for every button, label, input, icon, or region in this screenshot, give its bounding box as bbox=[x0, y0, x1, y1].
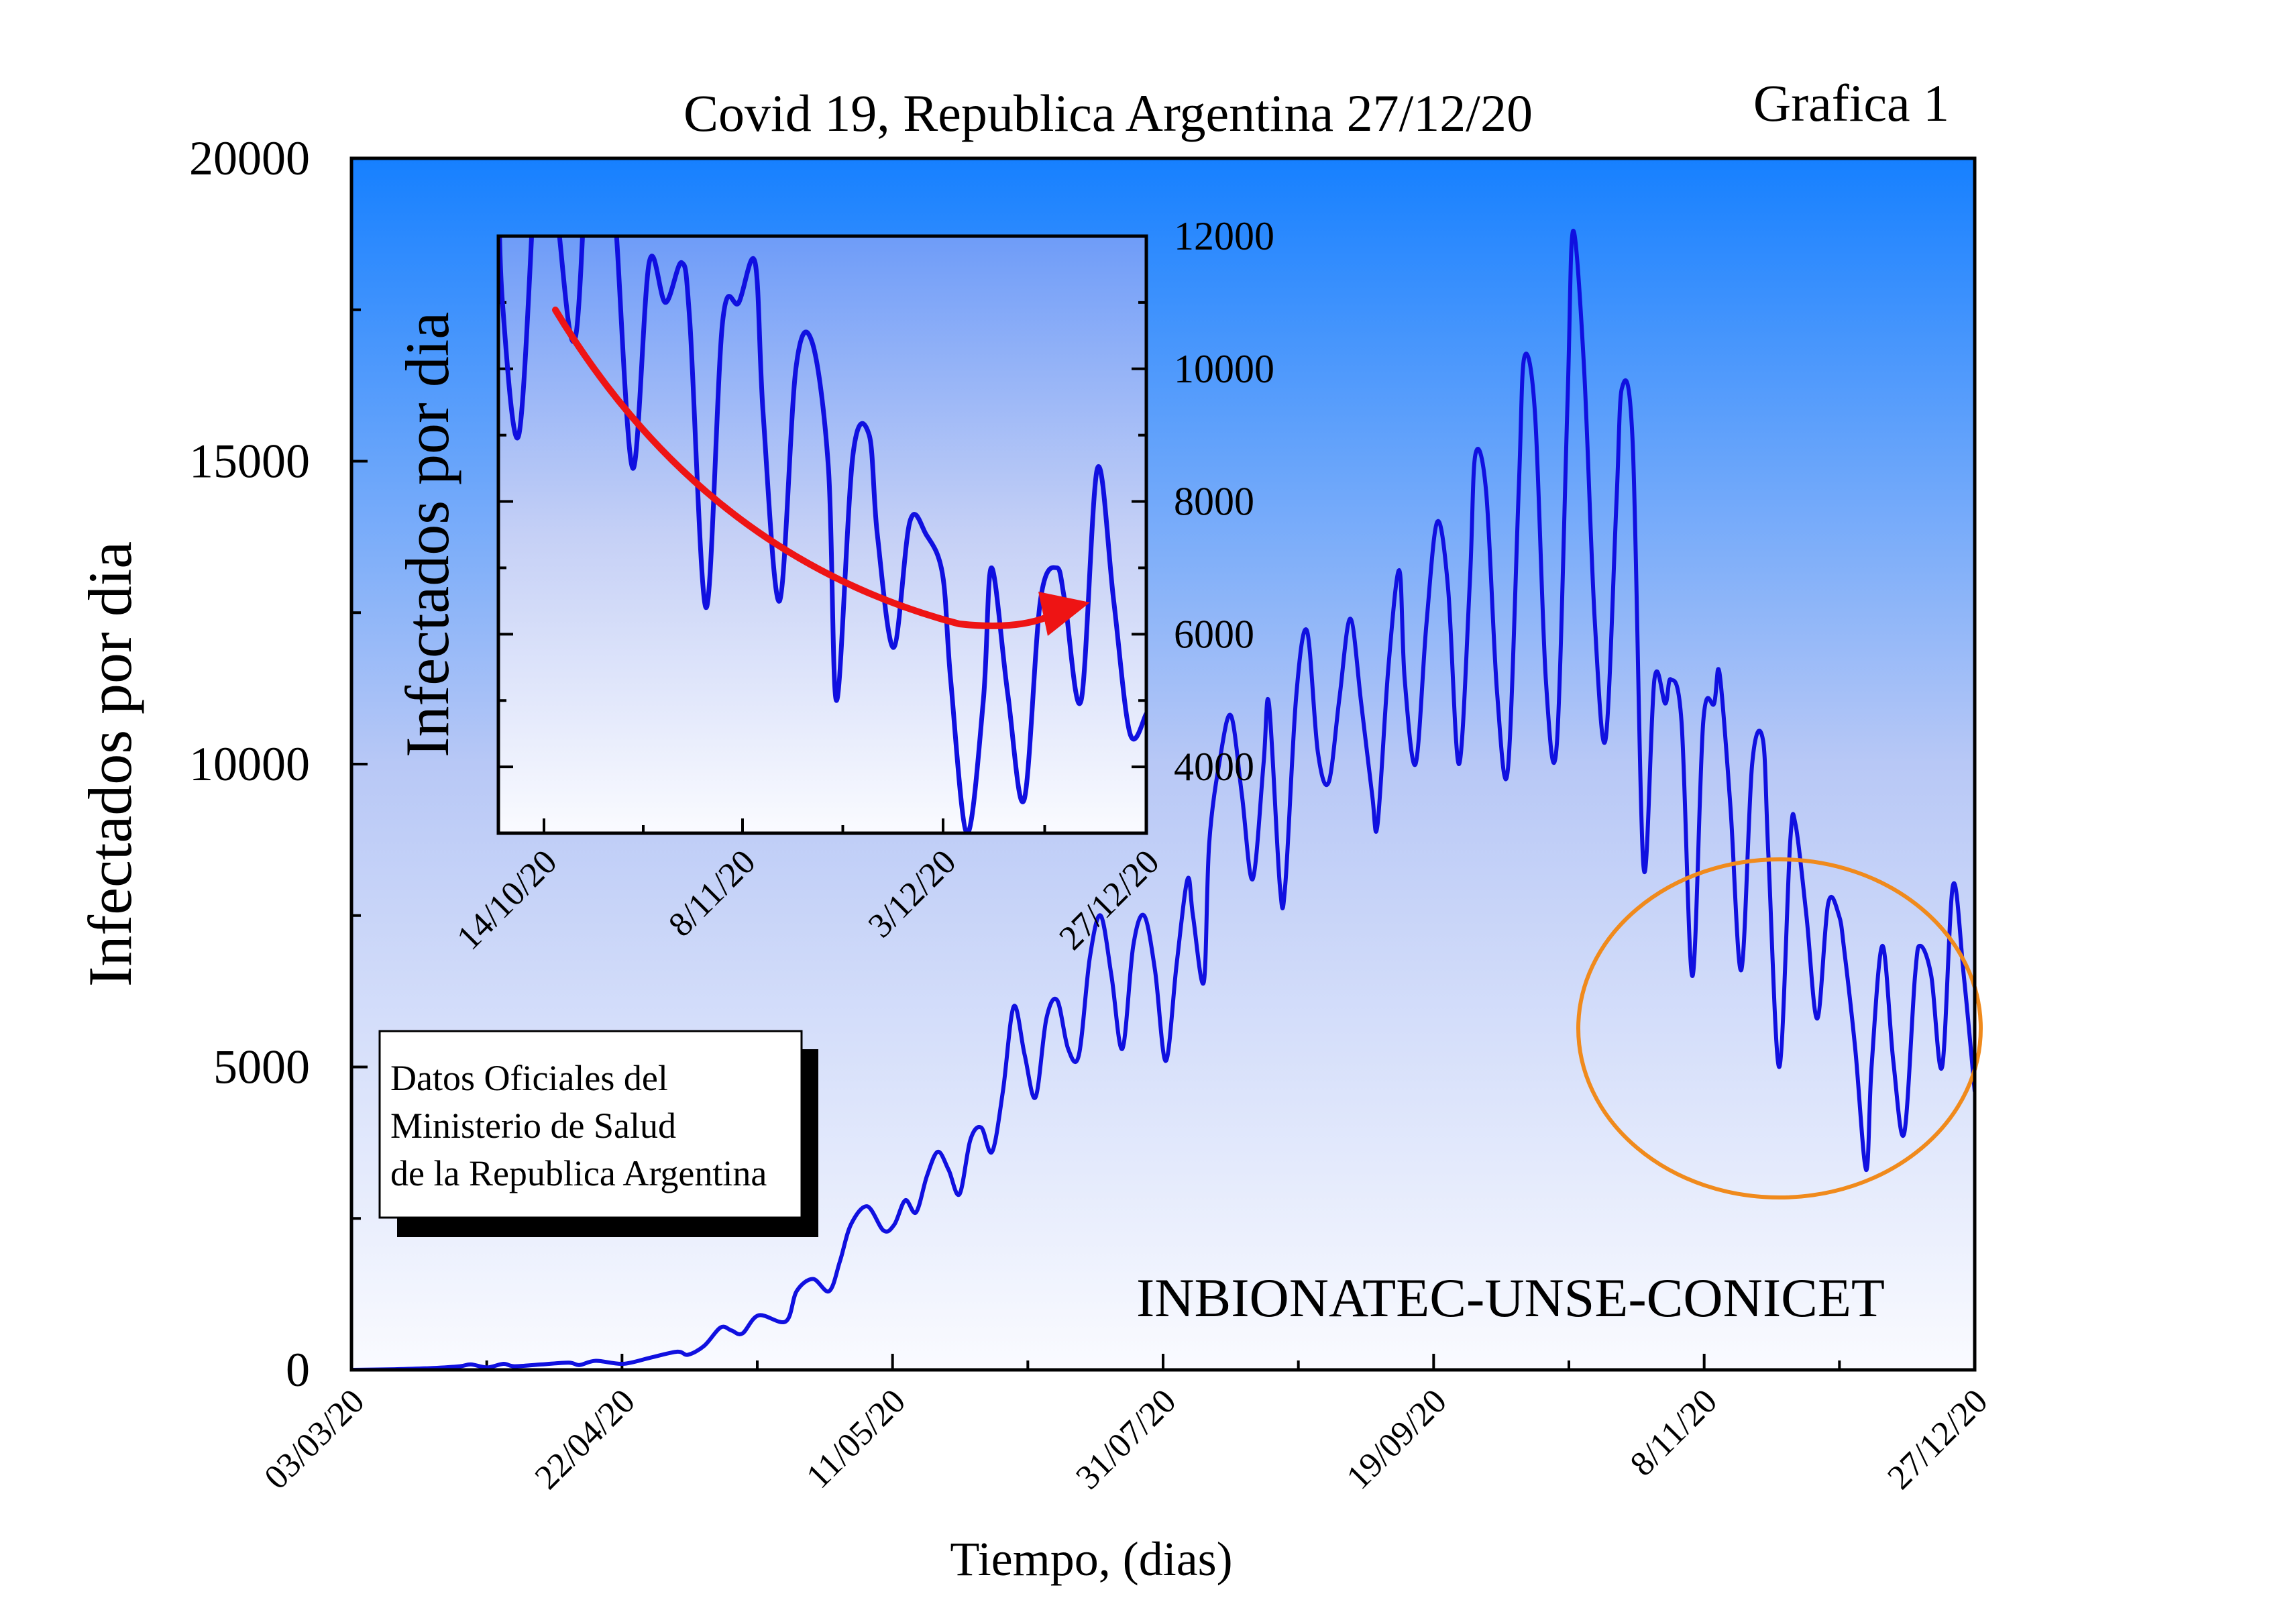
main-x-tick-label: 31/07/20 bbox=[1069, 1382, 1183, 1497]
main-x-tick-label: 22/04/20 bbox=[528, 1382, 643, 1497]
chart-title: Covid 19, Republica Argentina 27/12/20 bbox=[684, 84, 1533, 142]
main-x-tick-label: 27/12/20 bbox=[1880, 1382, 1995, 1497]
inset-infections-line bbox=[498, 236, 1146, 833]
inset-y-tick-label: 6000 bbox=[1174, 612, 1254, 656]
main-x-tick-labels: 03/03/20 22/04/20 11/05/20 31/07/20 19/09/20… bbox=[257, 1382, 1995, 1497]
inset-y-tick-labels: 4000 6000 8000 10000 12000 bbox=[1174, 214, 1274, 789]
source-line-3: de la Republica Argentina bbox=[390, 1153, 767, 1193]
inset-y-tick-label: 8000 bbox=[1174, 480, 1254, 524]
credit-label: INBIONATEC-UNSE-CONICET bbox=[1136, 1267, 1885, 1328]
main-y-tick-label: 20000 bbox=[189, 131, 310, 185]
chart-tag: Grafica 1 bbox=[1753, 74, 1949, 132]
main-y-tick-label: 15000 bbox=[189, 435, 310, 488]
main-x-tick-label: 8/11/20 bbox=[1623, 1382, 1725, 1483]
main-x-tick-label: 03/03/20 bbox=[257, 1382, 372, 1497]
source-box bbox=[378, 1030, 803, 1219]
inset-y-axis-label: Infectados por dia bbox=[393, 312, 461, 757]
source-line-2: Ministerio de Salud bbox=[390, 1106, 676, 1146]
main-y-tick-labels: 0 5000 10000 15000 20000 bbox=[189, 131, 310, 1397]
main-y-tick-label: 0 bbox=[286, 1343, 310, 1397]
main-x-tick-label: 11/05/20 bbox=[799, 1382, 913, 1496]
inset-y-tick-label: 10000 bbox=[1174, 347, 1274, 391]
inset-plot-frame bbox=[496, 234, 1148, 835]
inset-y-tick-label: 4000 bbox=[1174, 745, 1254, 789]
main-y-tick-label: 5000 bbox=[213, 1040, 310, 1094]
inset-plot-area bbox=[498, 236, 1146, 833]
main-infections-line bbox=[351, 229, 1975, 1370]
source-line-1: Datos Oficiales del bbox=[390, 1058, 668, 1098]
inset-y-tick-label: 12000 bbox=[1174, 214, 1274, 258]
main-x-axis-label: Tiempo, (dias) bbox=[950, 1532, 1232, 1586]
main-y-axis-label: Infectados por dia bbox=[76, 541, 144, 987]
trend-arrow-head bbox=[1038, 592, 1090, 636]
highlight-ellipse bbox=[1576, 857, 1983, 1199]
main-y-tick-label: 10000 bbox=[189, 737, 310, 791]
trend-arrow bbox=[552, 307, 1056, 629]
main-plot-frame bbox=[349, 156, 1977, 1372]
main-x-tick-label: 19/09/20 bbox=[1340, 1382, 1454, 1497]
